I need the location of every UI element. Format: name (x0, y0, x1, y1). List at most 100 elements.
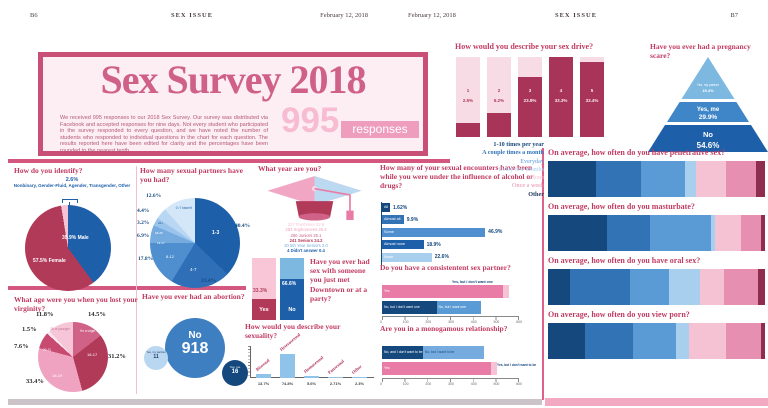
partners-slice-label: 4-7 (190, 267, 197, 272)
frequency-bar-segment (715, 214, 742, 251)
virginity-pct-label: 14.5% (88, 311, 106, 318)
alcohol-bar: All (382, 203, 390, 212)
divider-band (8, 159, 450, 163)
year-row: 241 Seniors 24.2 (289, 237, 323, 243)
sexuality-bar (352, 377, 367, 378)
frequency-bar-segment (756, 160, 765, 197)
virginity-pct-label: 11.8% (36, 311, 54, 318)
axis-tick-label: 200 (425, 381, 432, 386)
monogamous-yes-bar: Yes (382, 362, 497, 375)
page-title: Sex Survey 2018 (100, 57, 367, 102)
partners-question-title: How many sexual partners have you had? (140, 166, 243, 184)
abortion-me-count: 16 (231, 369, 239, 376)
alcohol-pct-label: 18.9% (426, 241, 441, 248)
legend-item: Once a week (512, 182, 544, 190)
sexdrive-pct-label: 6.2% (493, 98, 505, 103)
axis-tick-label: 100 (402, 319, 409, 324)
partners-pct-label: 12.6% (146, 193, 162, 199)
frequency-chart-title: On average, how often do you masturbate? (548, 202, 695, 211)
abortion-no-label: No (188, 330, 202, 341)
frequency-bar-segment (632, 322, 676, 359)
axis-tick-label: 500 (493, 381, 500, 386)
pyramid-bottom-layer (648, 125, 768, 152)
frequency-bar-segment (548, 322, 585, 359)
sexdrive-bar-fill (487, 113, 511, 137)
legend-item: None (530, 174, 544, 182)
year-row: 250 Juniors 25.1 (290, 232, 322, 238)
alcohol-pct-label: 1.62% (393, 204, 408, 211)
sexdrive-rank-label: 3 (528, 88, 532, 93)
bar-segment: No, but I want to be (422, 346, 485, 359)
sexdrive-bar: 1 2.5% (456, 57, 480, 137)
responses-count: 995 (281, 101, 340, 140)
monogamous-axis (382, 378, 519, 379)
pyramid-bottom-pct: 54.6% (697, 141, 720, 150)
frequency-chart-title: On average, how often do you have penetr… (548, 148, 726, 157)
partners-pct-label: 3.2% (137, 220, 150, 226)
alcohol-bar-row: Almost all 9.9% (382, 215, 544, 225)
frequency-bar-segment (741, 214, 761, 251)
virginity-slice-label: 18-19 (52, 373, 63, 378)
downtown-question-title: Have you ever had sex with someone you j… (310, 257, 370, 303)
monogamous-annotation: Yes, but I don't want to be (497, 363, 537, 367)
frequency-bar-segment (684, 160, 696, 197)
consistent-annotation: Yes, but I don't want one (452, 280, 493, 284)
year-breakdown-list: 227 Freshmen 22.8 253 Sophomores 25.4 250 … (250, 222, 362, 254)
partners-pct-label: 23.4% (201, 278, 217, 284)
axis-tick-label: 0 (380, 381, 382, 386)
alcohol-bar: Almost all (382, 215, 404, 225)
downtown-no-pct: 66.6% (282, 281, 297, 287)
downtown-yes-pct: 33.3% (253, 288, 268, 294)
sexuality-pct-label: 13.7% (257, 381, 270, 386)
frequency-chart: On average, how often do you have penetr… (548, 148, 765, 197)
abortion-partner-label: Yes, my partner (146, 350, 166, 354)
axis-tick-label: 300 (448, 381, 454, 386)
identify-callout-pct: 2.6% (65, 177, 79, 183)
identify-question-title: How do you identify? (14, 166, 83, 175)
partners-slice-label: 18-25 (155, 231, 163, 235)
partners-slice-label: 0 / I haven't (175, 206, 193, 210)
alcohol-pct-label: 46.9% (488, 229, 503, 236)
sexdrive-bar: 3 23.8% (518, 57, 542, 137)
right-page-date: February 12, 2018 (408, 12, 456, 19)
frequency-bar-segment (584, 322, 633, 359)
sexdrive-bar-fill (518, 77, 542, 137)
pyramid-middle-layer (667, 102, 749, 122)
virginity-pct-label: 33.4% (26, 378, 44, 385)
right-page-issue-title: SEX ISSUE (554, 12, 598, 19)
legend-item: Everyday (520, 157, 544, 165)
axis-tick-label: 300 (448, 319, 454, 324)
identify-male-slice-label: 39.9% Male (62, 235, 89, 241)
abortion-me-bubble: Yes, me 16 (222, 360, 248, 386)
sexuality-category-label: Pansexual (326, 358, 345, 376)
sexuality-category-label: Bisexual (254, 357, 271, 372)
y-axis-ticks (248, 346, 251, 378)
sexuality-question-title: How would you describe your sexuality? (245, 322, 341, 340)
abortion-question-title: Have you ever had an abortion? (142, 292, 245, 301)
sexuality-pct-label: 5.6% (306, 381, 317, 386)
frequency-bar-segment (606, 214, 650, 251)
abortion-me-label: Yes, me (229, 365, 241, 369)
sexdrive-pct-label: 33.4% (585, 98, 599, 103)
identify-callout-label: Nonbinary, Gender-Fluid, Agender, Transg… (13, 183, 131, 188)
axis-tick-label: 200 (425, 319, 432, 324)
axis-tick-label: 600 (516, 319, 523, 324)
frequency-bar-segment (630, 268, 670, 305)
virginity-pct-label: 7.6% (14, 343, 29, 350)
frequency-bar-segment (725, 322, 761, 359)
right-page-folio: B7 (730, 12, 738, 19)
legend-item: A couple times a month (482, 149, 544, 157)
bar-segment: No, and I don't want to be (382, 346, 423, 359)
frequency-charts: On average, how often do you have penetr… (548, 148, 765, 364)
downtown-no-label: No (288, 307, 296, 313)
sexuality-pct-label: 2.3% (354, 381, 365, 386)
frequency-legend: 1-10 times per year A couple times a mont… (398, 141, 544, 199)
sexdrive-bar-fill (549, 57, 573, 137)
legend-item: Other (528, 190, 544, 198)
sexdrive-bar: 4 33.3% (549, 57, 573, 137)
legend-item: Every few months (498, 165, 544, 173)
pyramid-mid-label: Yes, me (697, 107, 720, 113)
responses-label: responses (341, 121, 419, 138)
masthead-box (38, 52, 428, 156)
